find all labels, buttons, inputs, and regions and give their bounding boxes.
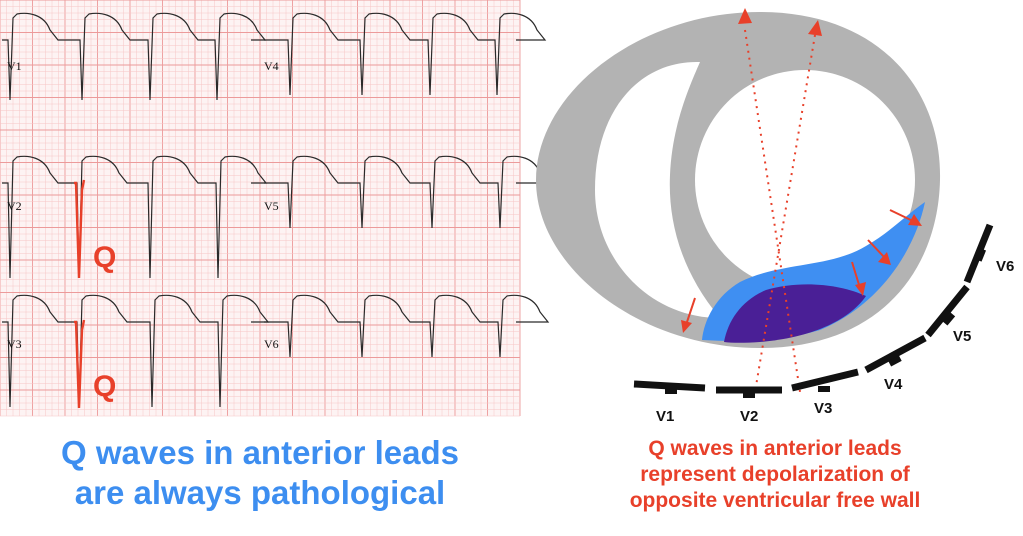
caption-left: Q waves in anterior leads are always pat… <box>0 433 520 513</box>
electrode-label-v1: V1 <box>656 408 674 425</box>
heart-cross-section: V1 V2 V3 V4 V5 V6 <box>536 8 1014 425</box>
q-wave-highlight-v2 <box>74 179 86 279</box>
vector-line-v3 <box>754 34 816 393</box>
ventricle-cavity <box>695 70 915 290</box>
electrode-label-v5: V5 <box>953 328 971 345</box>
ecg-traces <box>2 12 550 408</box>
lead-label-v2: V2 <box>7 199 22 213</box>
ecg-strip-panel: V1 V2 V3 V4 V5 V6 Q Q <box>0 0 550 417</box>
caption-right: Q waves in anterior leads represent depo… <box>565 436 985 514</box>
ecg-trace-v6 <box>264 294 550 358</box>
ecg-trace-v2 <box>2 155 268 279</box>
electrode-v3: V3 <box>791 368 859 417</box>
caption-left-line-1: Q waves in anterior leads <box>61 434 459 471</box>
caption-right-line-1: Q waves in anterior leads <box>648 437 902 460</box>
q-wave-highlight-v3 <box>74 319 86 409</box>
electrode-v4: V4 <box>864 334 927 393</box>
electrode-label-v2: V2 <box>740 408 758 425</box>
ecg-grid <box>0 0 521 417</box>
lead-label-v4: V4 <box>264 59 279 73</box>
caption-right-line-3: opposite ventricular free wall <box>629 489 921 512</box>
q-label-v3: Q <box>93 370 116 403</box>
caption-left-line-2: are always pathological <box>74 474 446 511</box>
ecg-trace-v3 <box>2 294 270 408</box>
vector-line-v2 <box>744 29 801 393</box>
electrode-v2: V2 <box>716 386 782 425</box>
arrowhead-up-left <box>738 8 752 24</box>
electrode-v6: V6 <box>963 223 1014 284</box>
electrode-v1: V1 <box>633 380 706 425</box>
electrode-label-v6: V6 <box>996 258 1014 275</box>
ecg-trace-v4 <box>264 12 547 96</box>
wall-arrows <box>681 209 922 333</box>
lead-label-v1: V1 <box>7 59 22 73</box>
ecg-trace-v5 <box>264 155 550 229</box>
infarct-zone-purple <box>724 284 866 343</box>
arrowhead-up-right <box>808 20 822 36</box>
ecg-trace-v1 <box>2 12 267 101</box>
lead-label-v5: V5 <box>264 199 279 213</box>
caption-right-line-2: represent depolarization of <box>640 463 910 486</box>
lead-label-v6: V6 <box>264 337 279 351</box>
electrode-v5: V5 <box>925 284 971 345</box>
lead-label-v3: V3 <box>7 337 22 351</box>
q-label-v2: Q <box>93 241 116 274</box>
electrode-label-v3: V3 <box>814 400 832 417</box>
electrode-label-v4: V4 <box>884 376 903 393</box>
